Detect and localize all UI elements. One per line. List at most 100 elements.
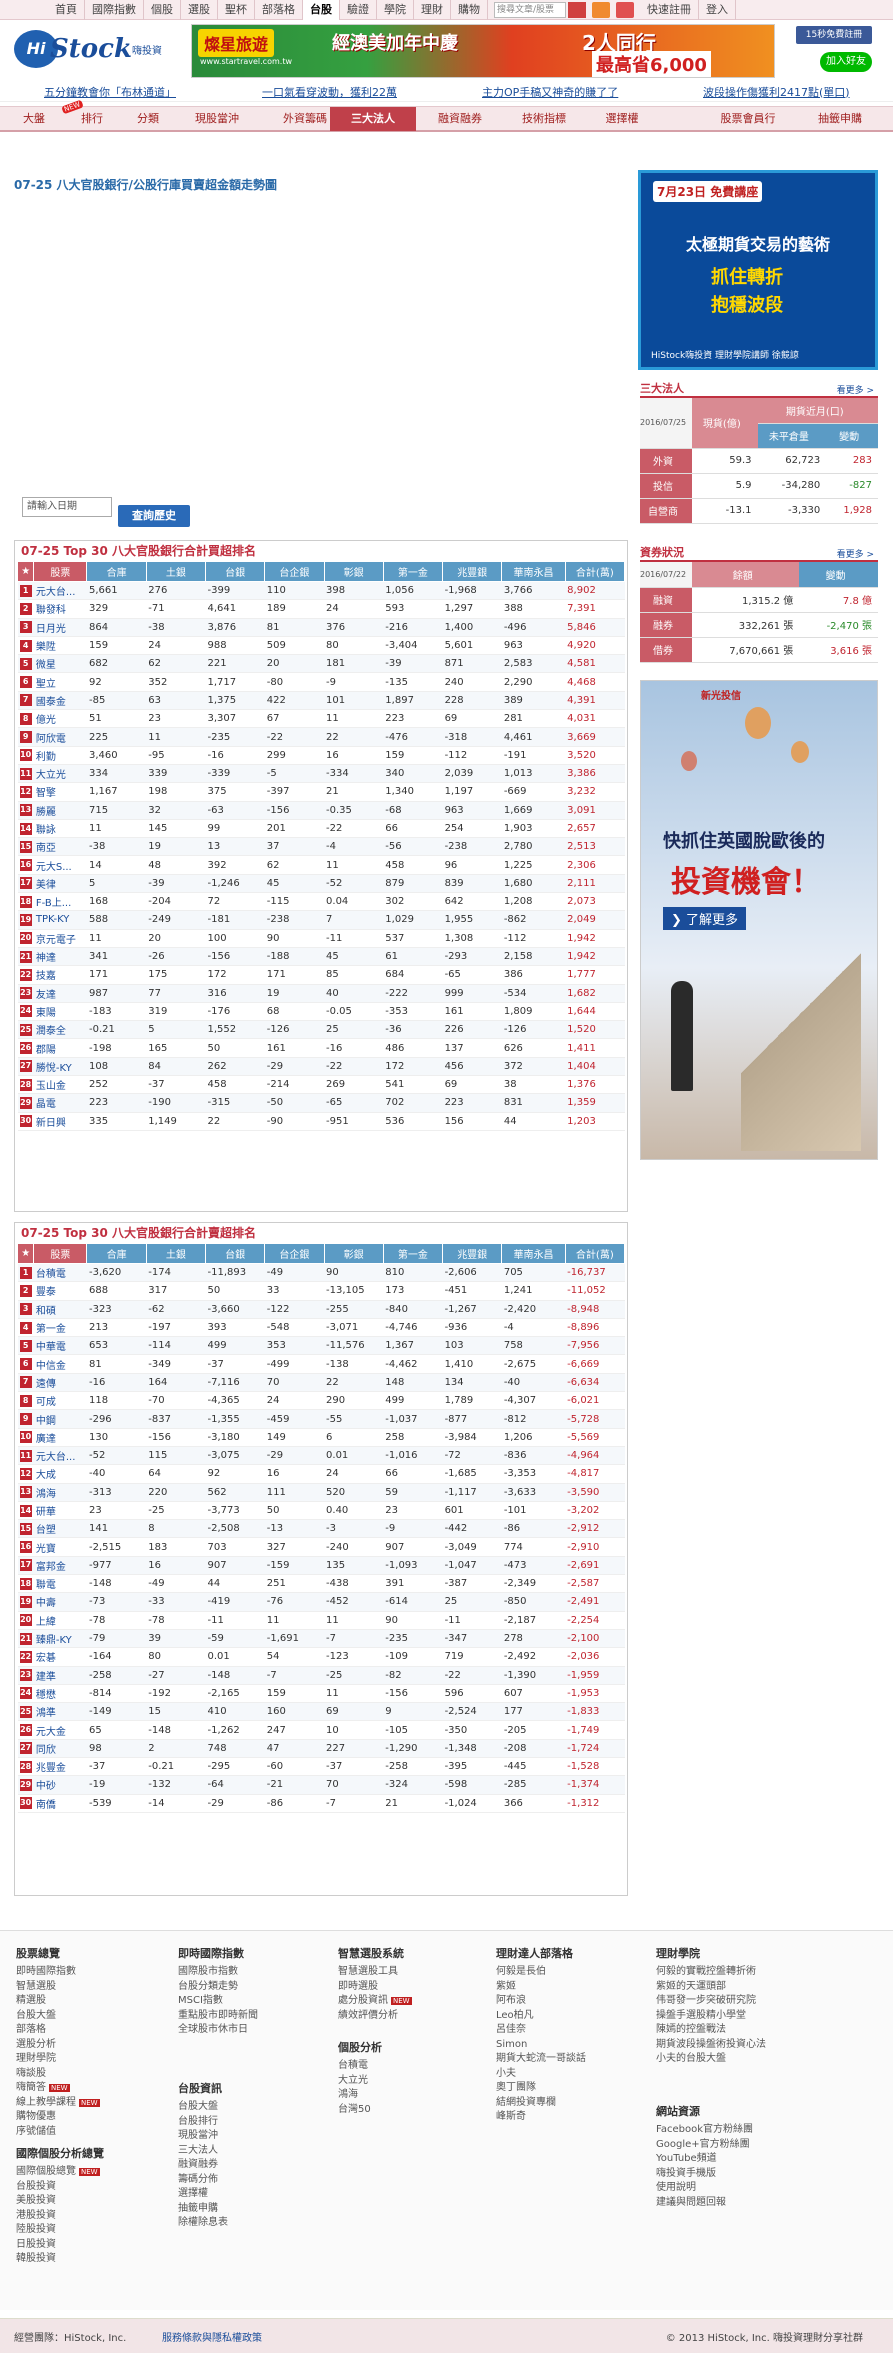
stock-name-link[interactable]: TPK-KY [33, 910, 87, 930]
stock-name-link[interactable]: 阿欣電 [33, 727, 87, 747]
footer-link[interactable]: 台股投資 [16, 2180, 104, 2195]
stock-name-link[interactable]: 微星 [33, 654, 87, 674]
terms-link[interactable]: 服務條款與隱私權政策 [162, 2333, 262, 2344]
footer-link[interactable]: YouTube頻道 [656, 2152, 753, 2167]
stock-name-link[interactable]: 上緯 [33, 1611, 87, 1630]
stock-name-link[interactable]: 可成 [33, 1391, 87, 1411]
footer-link[interactable]: 期貨波段操盤術投資心法 [656, 2038, 766, 2053]
topnav-item[interactable]: 學院 [377, 0, 414, 20]
footer-link[interactable]: 何毅是長伯 [496, 1965, 586, 1980]
stock-name-link[interactable]: 遠傳 [33, 1373, 87, 1393]
stock-name-link[interactable]: 元大台... [33, 1446, 87, 1466]
stock-name-link[interactable]: 聖立 [33, 672, 87, 692]
institutional-more-link[interactable]: 看更多 > [836, 386, 874, 396]
footer-link[interactable]: 處分股資訊 NEW [338, 1994, 412, 2009]
stock-name-link[interactable]: 研華 [33, 1501, 87, 1521]
stock-name-link[interactable]: 建準 [33, 1666, 87, 1685]
footer-link[interactable]: 序號儲值 [16, 2125, 100, 2140]
footer-link[interactable]: 嗨投資手機版 [656, 2167, 753, 2182]
footer-link[interactable]: 港股投資 [16, 2209, 104, 2224]
topnav-item[interactable]: 台股 [303, 0, 340, 20]
ticker-link-1[interactable]: 五分鐘教會你「布林通道」 [44, 85, 176, 99]
stock-name-link[interactable]: 台積電 [33, 1263, 87, 1283]
stock-name-link[interactable]: 潤泰全 [33, 1020, 87, 1040]
footer-link[interactable]: 日股投資 [16, 2238, 104, 2253]
mainnav-item[interactable]: 融資融券 [438, 111, 482, 125]
footer-link[interactable]: 台積電 [338, 2059, 382, 2074]
footer-link[interactable]: 智慧選股工具 [338, 1965, 412, 1980]
ticker-link-3[interactable]: 主力OP手稿又神奇的賺了了 [482, 85, 619, 99]
footer-link[interactable]: 阿布浪 [496, 1994, 586, 2009]
stock-name-link[interactable]: 勝麗 [33, 801, 87, 820]
stock-name-link[interactable]: 元大台... [33, 581, 87, 601]
footer-link[interactable]: 現股當沖 [178, 2129, 228, 2144]
footer-link[interactable]: 國際股市指數 [178, 1965, 258, 1980]
footer-link[interactable]: 奧丁團隊 [496, 2081, 586, 2096]
stock-name-link[interactable]: 台塑 [33, 1519, 87, 1539]
stock-name-link[interactable]: 勝悅-KY [33, 1057, 87, 1077]
login-link[interactable]: 登入 [699, 0, 736, 20]
stock-name-link[interactable]: 中鋼 [33, 1409, 87, 1429]
footer-link[interactable]: 台灣50 [338, 2103, 382, 2118]
line-add-friend-button[interactable]: 加入好友 [820, 52, 872, 72]
stock-name-link[interactable]: 億光 [33, 709, 87, 729]
ticker-link-2[interactable]: 一口氣看穿波動，獲利22萬 [262, 85, 397, 99]
footer-link[interactable]: Simon [496, 2038, 586, 2053]
footer-link[interactable]: 選股分析 [16, 2038, 100, 2053]
footer-link[interactable]: 智慧選股 [16, 1980, 100, 1995]
stock-name-link[interactable]: 同欣 [33, 1739, 87, 1759]
stock-name-link[interactable]: 大成 [33, 1464, 87, 1484]
mail-icon[interactable] [592, 1, 610, 18]
footer-link[interactable]: 伟哥發一步突破研究院 [656, 1994, 766, 2009]
mainnav-item[interactable]: 三大法人 [330, 106, 416, 131]
stock-name-link[interactable]: 新日興 [33, 1112, 87, 1131]
footer-link[interactable]: 使用說明 [656, 2181, 753, 2196]
stock-name-link[interactable]: 元大S... [33, 855, 87, 875]
stock-name-link[interactable]: 美律 [33, 874, 87, 894]
top-banner-ad[interactable]: 燦星旅遊 www.startravel.com.tw 經澳美加年中慶 2人同行 … [191, 24, 775, 78]
footer-link[interactable]: 台股大盤 [16, 2009, 100, 2024]
footer-link[interactable]: Leo柏凡 [496, 2009, 586, 2024]
stock-name-link[interactable]: 友達 [33, 984, 87, 1003]
stock-name-link[interactable]: 中砂 [33, 1775, 87, 1795]
stock-name-link[interactable]: 南亞 [33, 837, 87, 857]
footer-link[interactable]: 峰斯奇 [496, 2110, 586, 2125]
mainnav-item[interactable]: 技術指標 [522, 111, 566, 125]
footer-link[interactable]: 融資融券 [178, 2158, 228, 2173]
footer-link[interactable]: 台股排行 [178, 2115, 228, 2130]
footer-link[interactable]: 結網投資專欄 [496, 2096, 586, 2111]
stock-name-link[interactable]: 廣達 [33, 1428, 87, 1447]
footer-link[interactable]: 建議與問題回報 [656, 2196, 753, 2211]
footer-link[interactable]: 理財學院 [16, 2052, 100, 2067]
ticker-link-4[interactable]: 波段操作傷獲利2417點(單口) [703, 85, 850, 99]
footer-link[interactable]: 美股投資 [16, 2194, 104, 2209]
footer-link[interactable]: 紫姬 [496, 1980, 586, 1995]
stock-name-link[interactable]: 中信金 [33, 1354, 87, 1374]
stock-name-link[interactable]: 聯發科 [33, 599, 87, 619]
footer-link[interactable]: 線上教學課程 NEW [16, 2096, 100, 2111]
footer-link[interactable]: 籌碼分佈 [178, 2173, 228, 2188]
stock-name-link[interactable]: 京元電子 [33, 929, 87, 948]
footer-link[interactable]: 國際個股總覽 NEW [16, 2165, 104, 2180]
stock-name-link[interactable]: 日月光 [33, 618, 87, 637]
stock-name-link[interactable]: 鴻準 [33, 1702, 87, 1722]
topnav-item[interactable]: 理財 [414, 0, 451, 20]
footer-link[interactable]: 紫姬的天運頭部 [656, 1980, 766, 1995]
stock-name-link[interactable]: 晶電 [33, 1093, 87, 1113]
stock-name-link[interactable]: 兆豐金 [33, 1757, 87, 1777]
stock-name-link[interactable]: 臻鼎-KY [33, 1629, 87, 1649]
stock-name-link[interactable]: 宏碁 [33, 1647, 87, 1667]
footer-link[interactable]: 鴻海 [338, 2088, 382, 2103]
stock-name-link[interactable]: 郡陽 [33, 1038, 87, 1058]
mainnav-item[interactable]: 分類 [137, 111, 159, 125]
stock-name-link[interactable]: 南僑 [33, 1794, 87, 1813]
footer-link[interactable]: 期貨大蛇流一哥談話 [496, 2052, 586, 2067]
stock-name-link[interactable]: 利勤 [33, 746, 87, 765]
ad2-cta[interactable]: ❯ 了解更多 [663, 907, 747, 930]
footer-link[interactable]: 嗨簡答 NEW [16, 2081, 100, 2096]
stock-name-link[interactable]: 國泰金 [33, 691, 87, 711]
stock-name-link[interactable]: 豐泰 [33, 1281, 87, 1301]
stock-name-link[interactable]: F-B上... [33, 892, 87, 912]
footer-link[interactable]: 呂佳奈 [496, 2023, 586, 2038]
mainnav-item[interactable]: 股票會員行 [720, 111, 776, 125]
